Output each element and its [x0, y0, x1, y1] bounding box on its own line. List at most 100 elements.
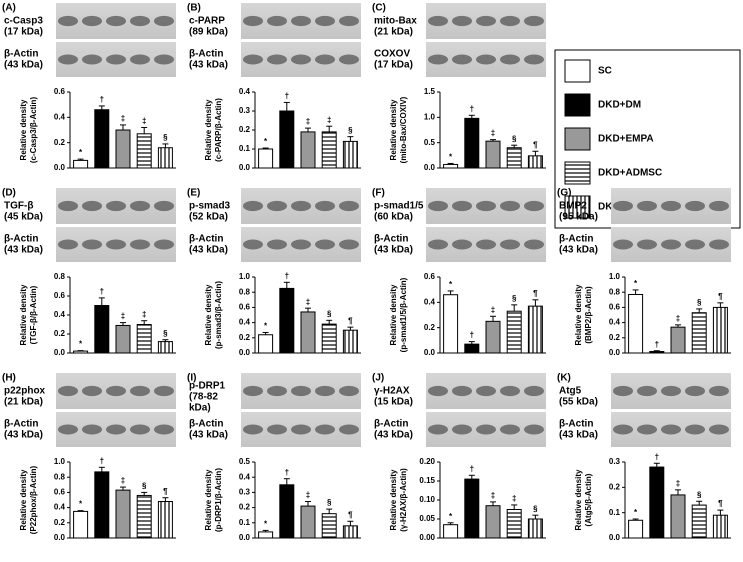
panel-letter: (G) [557, 188, 571, 199]
y-tick-label: 0.6 [54, 87, 66, 96]
blot-band [315, 54, 335, 65]
blot-band [82, 15, 102, 27]
bar [649, 350, 665, 354]
blot-band [315, 239, 335, 250]
y-axis-label: Relative density [204, 469, 213, 530]
blot-band [685, 385, 705, 397]
y-tick-label: 0.3 [609, 457, 621, 466]
y-tick-label: 1.0 [424, 112, 436, 121]
significance-mark: * [634, 279, 638, 288]
y-axis-label: (mito-Bax/COXIV) [399, 96, 408, 163]
y-tick-label: 0.0 [54, 348, 66, 357]
blot-band [685, 424, 705, 435]
bar [300, 311, 316, 354]
y-tick-label: 0.0 [54, 163, 66, 172]
blot-band [428, 385, 448, 397]
y-tick-label: 0.8 [54, 472, 66, 481]
panel-letter: (A) [2, 3, 16, 14]
y-tick-label: 0.00 [419, 533, 435, 542]
blot-band [291, 239, 311, 250]
blot-label: (21 kDa) [4, 397, 43, 408]
y-tick-label: 0.6 [424, 272, 436, 281]
blot-band [428, 239, 448, 250]
significance-mark: ‡ [306, 297, 310, 306]
control-label: (43 kDa) [4, 430, 43, 441]
blot-band [291, 15, 311, 27]
control-label: (43 kDa) [189, 430, 228, 441]
blot-band [500, 239, 520, 250]
y-tick-label: 0.2 [609, 482, 621, 491]
y-axis-label: (p-smad1/5/β-Actin) [399, 277, 408, 352]
legend-label: DKD+EMPA [598, 134, 654, 145]
control-label: (43 kDa) [4, 60, 43, 71]
blot-band [476, 424, 496, 435]
control-label: (43 kDa) [559, 245, 598, 256]
blot-label: (21 kDa) [374, 27, 413, 38]
significance-mark: ¶ [163, 487, 168, 496]
significance-mark: † [285, 92, 289, 101]
significance-mark: § [327, 498, 332, 507]
blot-band [291, 424, 311, 435]
bar [342, 525, 358, 539]
significance-mark: ‡ [121, 312, 125, 321]
y-tick-label: 0.2 [54, 329, 66, 338]
significance-mark: § [697, 490, 702, 499]
control-label: β-Actin [4, 419, 38, 430]
y-tick-label: 0.0 [609, 348, 621, 357]
blot-band [315, 200, 335, 212]
bar [342, 140, 358, 169]
blot-band [58, 54, 78, 65]
control-label: β-Actin [189, 49, 223, 60]
blot-band [154, 54, 174, 65]
y-axis-label: Relative density [389, 99, 398, 160]
blot-label: γ-H2AX [374, 386, 410, 397]
y-axis-label: Relative density [19, 469, 28, 530]
y-tick-label: 0.20 [419, 457, 435, 466]
panel-letter: (I) [187, 373, 196, 384]
blot-band [106, 54, 126, 65]
y-axis-label: (Atg5/β-Actin) [584, 473, 593, 526]
control-label: β-Actin [189, 419, 223, 430]
blot-label: mito-Bax [374, 16, 417, 27]
y-tick-label: 0.6 [239, 303, 251, 312]
blot-label: kDa) [189, 403, 211, 414]
y-tick-label: 0.5 [424, 138, 436, 147]
panel-letter: (B) [187, 3, 201, 14]
panel-letter: (H) [2, 373, 16, 384]
y-tick-label: 1.5 [424, 87, 436, 96]
control-label: (43 kDa) [189, 60, 228, 71]
significance-mark: ¶ [718, 499, 723, 508]
significance-mark: ‡ [121, 114, 125, 123]
blot-band [58, 385, 78, 397]
blot-band [106, 424, 126, 435]
blot-band [661, 239, 681, 250]
blot-band [130, 385, 150, 397]
blot-band [637, 424, 657, 435]
control-label: β-Actin [4, 234, 38, 245]
y-tick-label: 1.0 [609, 272, 621, 281]
y-axis-label: Relative density [204, 284, 213, 345]
y-tick-label: 0.8 [609, 287, 621, 296]
blot-band [106, 15, 126, 27]
blot-label: (60 kDa) [374, 212, 413, 223]
y-tick-label: 0.4 [424, 297, 436, 306]
blot-band [339, 424, 359, 435]
significance-mark: † [285, 271, 289, 280]
y-tick-label: 0.6 [609, 303, 621, 312]
blot-band [524, 424, 544, 435]
bar [73, 510, 89, 539]
blot-label: (55 kDa) [559, 397, 598, 408]
significance-mark: ¶ [348, 316, 353, 325]
blot-band [524, 200, 544, 212]
blot-band [524, 54, 544, 65]
significance-mark: * [79, 148, 83, 157]
significance-mark: ‡ [491, 491, 495, 500]
bar [258, 531, 274, 539]
panel-letter: (C) [372, 3, 386, 14]
bar [94, 471, 110, 539]
blot-label: p22phox [4, 386, 46, 397]
bar [628, 293, 644, 354]
y-tick-label: 0.2 [239, 503, 251, 512]
significance-mark: † [655, 340, 659, 349]
y-tick-label: 0.4 [609, 318, 621, 327]
